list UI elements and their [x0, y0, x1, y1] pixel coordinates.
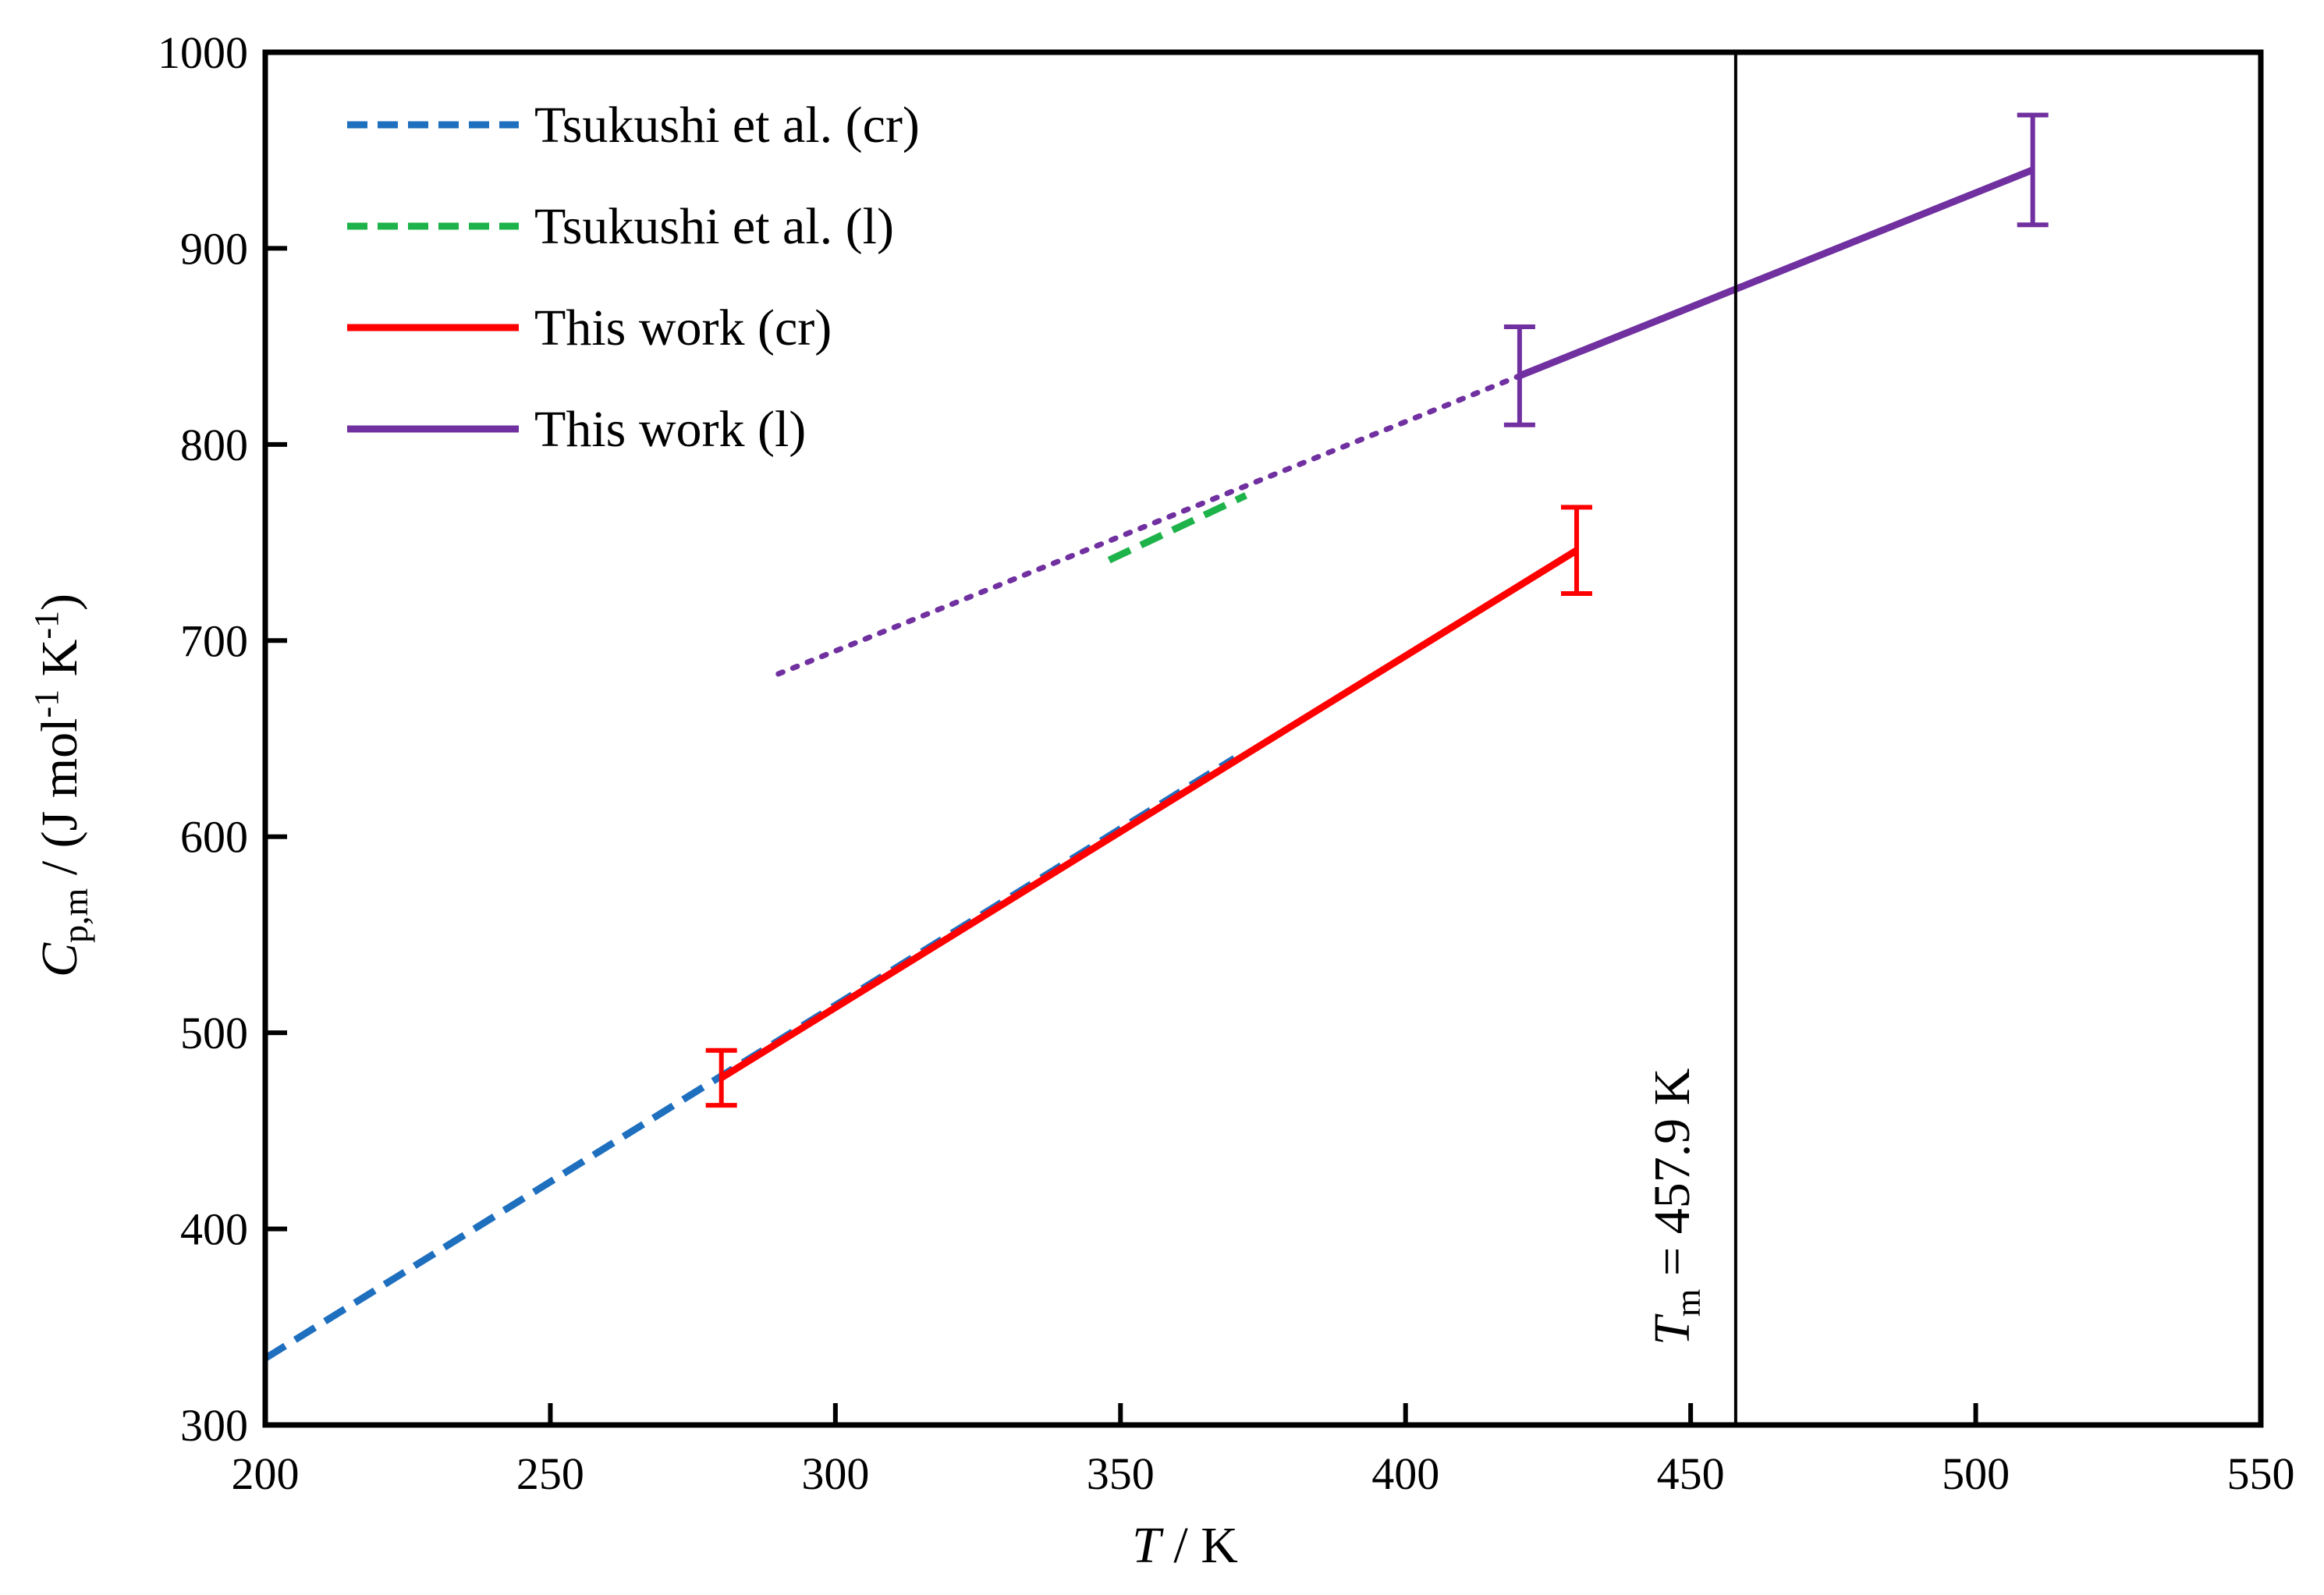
x-axis-title-var: T: [1132, 1517, 1164, 1574]
x-tick-label-550: 550: [2227, 1448, 2295, 1499]
y-tick-label-900: 900: [180, 223, 248, 274]
x-tick-label-250: 250: [516, 1448, 584, 1499]
x-tick-label-500: 500: [1942, 1448, 2010, 1499]
melting-point-label: Tm = 457.9 K: [1644, 1069, 1708, 1345]
series-line-this-work-l: [1518, 166, 2035, 380]
y-tick-label-800: 800: [180, 420, 248, 470]
error-bar-this-work-cr-0: [705, 1047, 737, 1108]
x-axis-title-unit: / K: [1161, 1517, 1238, 1574]
y-axis-title-unit-a: / (J mol: [31, 718, 88, 888]
y-tick-label-500: 500: [180, 1008, 248, 1058]
plot-frame: [262, 49, 2264, 1428]
y-tick-label-400: 400: [180, 1204, 248, 1255]
x-tick-label-350: 350: [1087, 1448, 1155, 1499]
data-marks: [263, 52, 2049, 1425]
legend-label-this-work-cr: This work (cr): [534, 300, 832, 356]
y-axis-title: Cp,m / (J mol-1 K-1): [27, 594, 95, 977]
error-bar-this-work-cr-1: [1560, 505, 1592, 596]
legend: Tsukushi et al. (cr) Tsukushi et al. (l)…: [347, 97, 920, 458]
y-axis-title-unit-b: K: [31, 640, 88, 689]
y-tick-label-700: 700: [180, 615, 248, 666]
x-tick-label-400: 400: [1371, 1448, 1439, 1499]
legend-label-this-work-l: This work (l): [534, 401, 806, 458]
y-axis-title-sup2: -1: [27, 611, 66, 640]
y-tick-label-600: 600: [180, 812, 248, 863]
series-line-tsukushi-et-al-l: [1107, 492, 1247, 564]
x-tick-label-200: 200: [232, 1448, 300, 1499]
x-tick-label-300: 300: [801, 1448, 869, 1499]
y-axis-title-unit-c: ): [31, 594, 88, 611]
x-axis-title: T / K: [1132, 1517, 1238, 1574]
y-axis-title-sup1: -1: [27, 689, 66, 718]
series-line-this-work-cr: [719, 547, 1579, 1081]
tick-labels: 200 250 300 350 400 450 500 550 300 400 500 600 700 8…: [158, 27, 2295, 1499]
melting-point-label-var: T: [1644, 1313, 1701, 1345]
error-bar-this-work-l-1: [2017, 112, 2049, 228]
x-tick-label-450: 450: [1657, 1448, 1725, 1499]
y-axis-title-var: C: [31, 942, 88, 977]
y-tick-label-300: 300: [180, 1400, 248, 1451]
y-axis-title-sub: p,m: [55, 888, 95, 943]
legend-label-tsukushi-l: Tsukushi et al. (l): [534, 198, 894, 255]
legend-label-tsukushi-cr: Tsukushi et al. (cr): [534, 97, 920, 154]
melting-point-label-sub: m: [1668, 1288, 1708, 1317]
melting-point-label-rest: = 457.9 K: [1644, 1069, 1701, 1289]
y-tick-label-1000: 1000: [158, 27, 248, 78]
